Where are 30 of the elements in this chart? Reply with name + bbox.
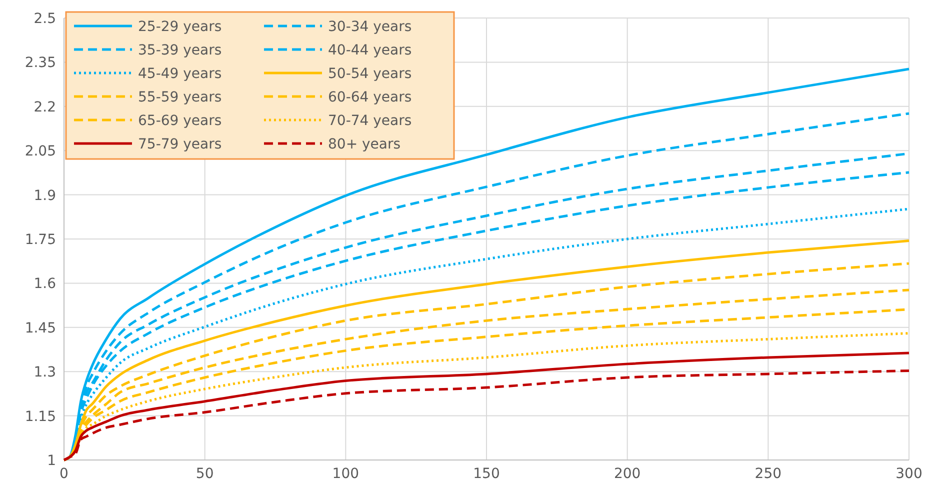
y-tick-label: 1.45 bbox=[24, 320, 56, 336]
legend-label: 25-29 years bbox=[138, 19, 222, 35]
legend-label: 30-34 years bbox=[328, 19, 412, 35]
legend-label: 35-39 years bbox=[138, 42, 222, 58]
y-tick-label: 1.75 bbox=[24, 232, 56, 248]
legend-label: 75-79 years bbox=[138, 136, 222, 152]
x-tick-label: 0 bbox=[60, 466, 68, 482]
x-tick-label: 150 bbox=[473, 466, 500, 482]
x-tick-label: 50 bbox=[196, 466, 214, 482]
legend-label: 55-59 years bbox=[138, 90, 222, 106]
y-tick-label: 1.15 bbox=[24, 408, 56, 425]
x-tick-label: 200 bbox=[614, 466, 641, 482]
legend-label: 45-49 years bbox=[138, 66, 222, 82]
y-tick-label: 2.2 bbox=[34, 99, 56, 116]
y-tick-label: 1.3 bbox=[34, 364, 56, 381]
y-tick-label: 2.35 bbox=[24, 55, 56, 72]
y-tick-label: 2.5 bbox=[34, 11, 56, 27]
y-tick-label: 1 bbox=[47, 453, 56, 469]
y-tick-label: 1.9 bbox=[34, 188, 56, 204]
x-tick-label: 250 bbox=[754, 466, 782, 482]
legend-label: 50-54 years bbox=[328, 66, 412, 82]
legend-label: 60-64 years bbox=[328, 90, 412, 106]
legend-label: 80+ years bbox=[328, 136, 401, 152]
legend-label: 65-69 years bbox=[138, 113, 222, 129]
legend-label: 70-74 years bbox=[328, 113, 412, 129]
y-tick-label: 2.05 bbox=[24, 144, 56, 160]
legend-label: 40-44 years bbox=[328, 42, 412, 58]
x-tick-label: 100 bbox=[332, 466, 360, 482]
y-tick-label: 1.6 bbox=[34, 276, 56, 292]
x-tick-label: 300 bbox=[896, 466, 922, 482]
